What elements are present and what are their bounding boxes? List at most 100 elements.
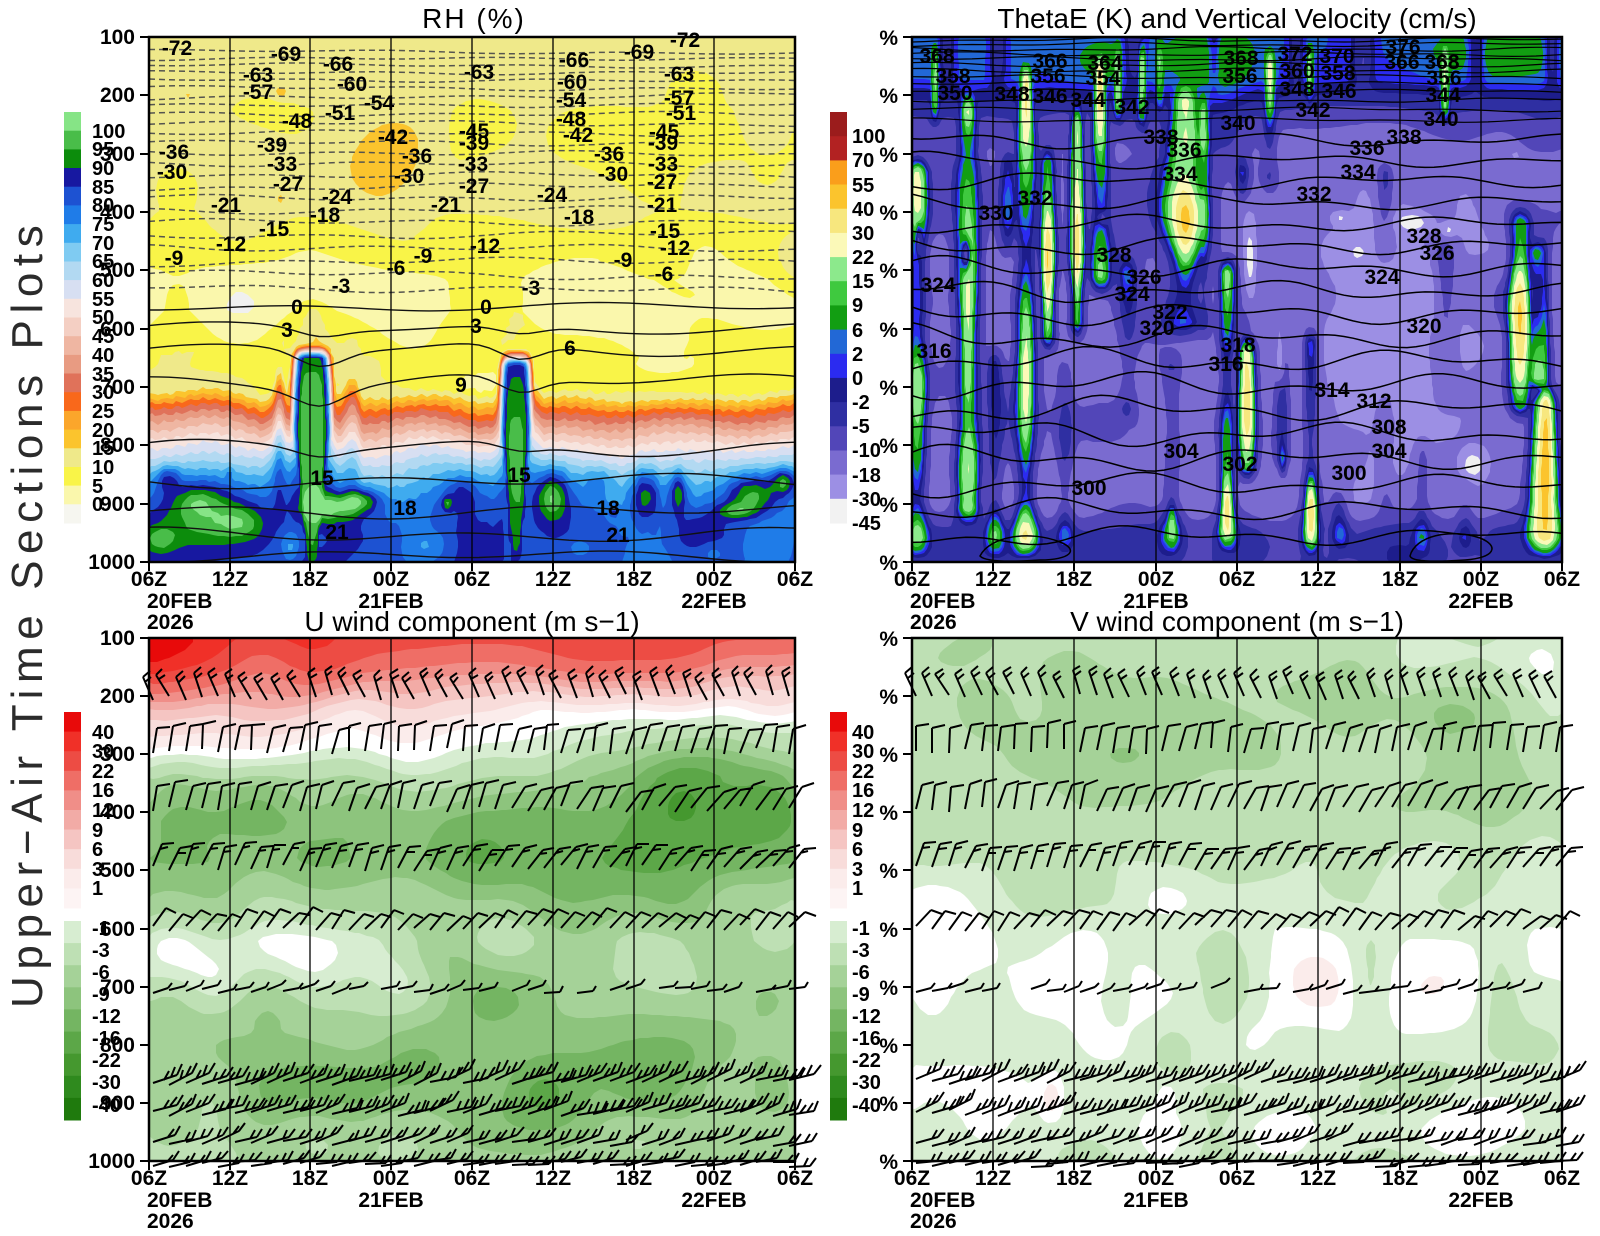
- svg-text:-12: -12: [852, 1006, 881, 1028]
- svg-text:344: 344: [1070, 89, 1105, 112]
- svg-text:06Z: 06Z: [1544, 568, 1580, 591]
- svg-text:-15: -15: [650, 220, 681, 243]
- svg-text:00Z: 00Z: [1138, 568, 1174, 591]
- svg-text:-2: -2: [852, 392, 870, 414]
- svg-text:300: 300: [100, 143, 135, 166]
- svg-text:12Z: 12Z: [535, 568, 571, 591]
- svg-text:%: %: [879, 435, 898, 458]
- svg-text:314: 314: [1314, 379, 1349, 402]
- svg-text:65: 65: [92, 251, 114, 273]
- svg-text:18: 18: [596, 497, 620, 520]
- svg-text:304: 304: [1371, 440, 1406, 463]
- svg-text:342: 342: [1114, 96, 1149, 119]
- svg-text:21FEB: 21FEB: [358, 590, 423, 613]
- svg-text:800: 800: [100, 434, 135, 457]
- svg-text:326: 326: [1126, 266, 1161, 289]
- svg-text:-30: -30: [852, 489, 881, 511]
- svg-text:-72: -72: [670, 29, 700, 52]
- svg-text:21: 21: [606, 524, 630, 547]
- svg-text:21FEB: 21FEB: [1123, 1189, 1188, 1212]
- svg-text:328: 328: [1096, 244, 1131, 267]
- svg-text:06Z: 06Z: [1544, 1167, 1580, 1190]
- svg-text:%: %: [879, 1035, 898, 1058]
- svg-text:3: 3: [92, 859, 103, 881]
- svg-text:22FEB: 22FEB: [681, 1189, 746, 1212]
- svg-text:-9: -9: [852, 984, 870, 1006]
- svg-text:70: 70: [852, 150, 874, 172]
- svg-text:-9: -9: [165, 247, 184, 270]
- svg-text:-6: -6: [92, 962, 110, 984]
- svg-text:9: 9: [852, 295, 863, 317]
- svg-text:-30: -30: [394, 165, 424, 188]
- svg-text:-16: -16: [852, 1028, 881, 1050]
- svg-text:-16: -16: [92, 1028, 121, 1050]
- svg-text:18Z: 18Z: [1056, 1167, 1092, 1190]
- svg-text:30: 30: [92, 741, 114, 763]
- svg-text:95: 95: [92, 139, 114, 161]
- svg-text:21: 21: [325, 521, 349, 544]
- svg-text:18Z: 18Z: [616, 1167, 652, 1190]
- svg-text:22FEB: 22FEB: [1448, 1189, 1513, 1212]
- svg-text:20FEB: 20FEB: [910, 590, 975, 613]
- svg-text:-69: -69: [624, 41, 654, 64]
- svg-text:312: 312: [1356, 390, 1391, 413]
- svg-text:338: 338: [1143, 126, 1178, 149]
- svg-text:-36: -36: [594, 143, 624, 166]
- svg-text:30: 30: [852, 223, 874, 245]
- svg-text:%: %: [879, 744, 898, 767]
- svg-text:-39: -39: [648, 132, 678, 155]
- svg-text:-3: -3: [522, 277, 541, 300]
- svg-text:-42: -42: [563, 124, 593, 147]
- svg-text:30: 30: [92, 382, 114, 404]
- svg-text:12: 12: [92, 800, 114, 822]
- svg-text:%: %: [879, 919, 898, 942]
- svg-text:-30: -30: [598, 163, 628, 186]
- svg-text:-40: -40: [92, 1095, 121, 1117]
- svg-text:-30: -30: [157, 161, 187, 184]
- svg-text:6: 6: [92, 839, 103, 861]
- svg-text:00Z: 00Z: [1138, 1167, 1174, 1190]
- svg-text:2026: 2026: [147, 611, 194, 634]
- svg-text:600: 600: [100, 918, 135, 941]
- svg-text:-30: -30: [852, 1072, 881, 1094]
- svg-text:-45: -45: [649, 121, 680, 144]
- svg-text:16: 16: [92, 780, 114, 802]
- svg-text:-18: -18: [852, 465, 881, 487]
- svg-text:%: %: [879, 1151, 898, 1174]
- svg-text:-22: -22: [852, 1050, 881, 1072]
- svg-text:900: 900: [100, 493, 135, 516]
- svg-text:18Z: 18Z: [1382, 568, 1418, 591]
- svg-text:70: 70: [92, 233, 114, 255]
- svg-text:-3: -3: [332, 275, 351, 298]
- svg-text:-45: -45: [459, 120, 490, 143]
- svg-text:-33: -33: [648, 153, 678, 176]
- svg-text:344: 344: [1425, 84, 1460, 107]
- svg-text:%: %: [879, 1093, 898, 1116]
- svg-text:334: 334: [1162, 163, 1197, 186]
- svg-text:-21: -21: [647, 194, 678, 217]
- svg-text:RH (%): RH (%): [422, 3, 526, 34]
- svg-text:-12: -12: [470, 235, 500, 258]
- svg-text:1: 1: [92, 878, 103, 900]
- svg-text:00Z: 00Z: [1463, 1167, 1499, 1190]
- svg-text:85: 85: [92, 177, 114, 199]
- svg-text:45: 45: [92, 326, 114, 348]
- svg-text:06Z: 06Z: [777, 1167, 813, 1190]
- svg-text:700: 700: [100, 376, 135, 399]
- svg-text:-9: -9: [614, 249, 633, 272]
- svg-text:-36: -36: [159, 141, 189, 164]
- svg-text:12Z: 12Z: [535, 1167, 571, 1190]
- svg-text:400: 400: [100, 801, 135, 824]
- svg-text:3: 3: [470, 315, 482, 338]
- svg-text:330: 330: [978, 202, 1013, 225]
- svg-text:308: 308: [1371, 416, 1406, 439]
- svg-text:40: 40: [852, 199, 874, 221]
- svg-text:318: 318: [1220, 334, 1255, 357]
- svg-text:324: 324: [1114, 283, 1149, 306]
- svg-text:9: 9: [455, 374, 467, 397]
- svg-text:18Z: 18Z: [292, 568, 328, 591]
- svg-text:700: 700: [100, 976, 135, 999]
- svg-text:338: 338: [1386, 126, 1421, 149]
- svg-text:356: 356: [1426, 67, 1461, 90]
- svg-text:346: 346: [1321, 80, 1356, 103]
